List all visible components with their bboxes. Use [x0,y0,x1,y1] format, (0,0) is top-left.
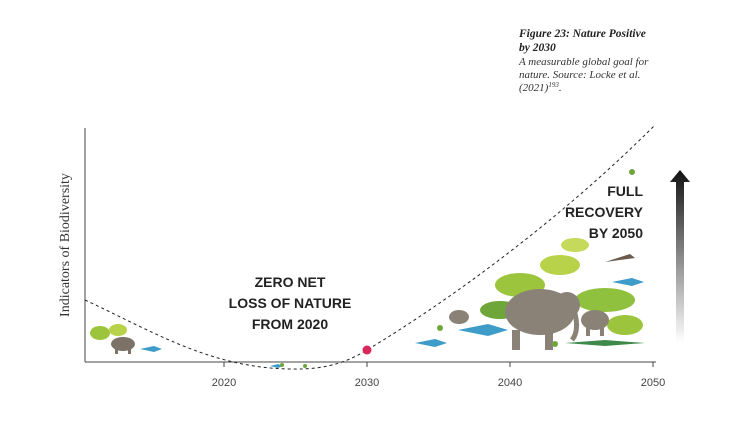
annotation: BY 2050 [589,225,643,241]
x-tick-label: 2040 [498,377,522,389]
caption-text: (2021)193. [519,81,562,94]
x-tick-label: 2050 [641,377,665,389]
annotation: FROM 2020 [252,316,328,332]
wildlife-left [90,324,307,368]
annotation: FULL [607,183,643,199]
annotation: ZERO NET [255,274,326,290]
annotation: RECOVERY [565,204,644,220]
biodiversity-curve [84,124,656,370]
x-tick-label: 2020 [212,377,236,389]
increase-arrow [670,170,690,342]
caption-title: Figure 23: Nature Positive [518,28,646,40]
caption-text: A measurable global goal for [518,56,649,68]
annotation: LOSS OF NATURE [229,295,352,311]
caption-ref: 193 [548,81,559,89]
x-tick-marks [223,362,654,367]
caption-text: (2021) [519,82,549,94]
caption-text: nature. Source: Locke et al. [519,69,640,81]
caption-title: by 2030 [519,42,556,54]
milestone-dot [362,345,372,355]
x-tick-label: 2030 [355,377,379,389]
y-axis-label: Indicators of Biodiversity [58,173,73,317]
wildlife-right [415,169,645,350]
